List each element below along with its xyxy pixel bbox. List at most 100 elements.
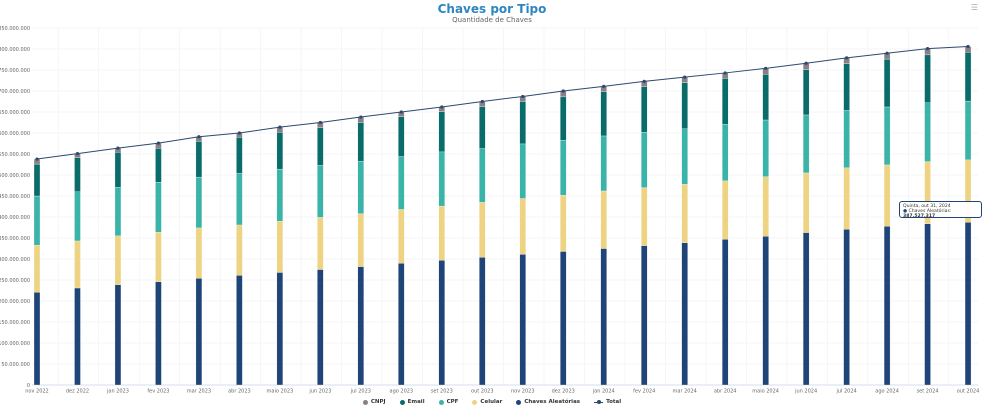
bar-chaves-aleat-rias [276,272,284,386]
tooltip: Quinta, out 31, 2024 ● Chaves Aleatórias… [899,201,982,219]
bar-email [74,157,81,192]
bar-celular [519,198,526,255]
legend-item-cnpj[interactable]: CNPJ [362,399,386,405]
bar-chaves-aleat-rias [924,223,931,386]
legend-item-total[interactable]: Total [594,399,621,405]
bar-email [276,132,284,170]
legend-item-email[interactable]: Email [399,399,425,405]
bar-email [155,147,162,183]
y-tick-label: 0 [27,383,30,389]
bar-cpf [600,135,607,192]
x-tick-label: jun 2024 [794,389,817,395]
bar-cpf [722,124,729,182]
bar-celular [802,172,810,233]
tooltip-value: 387.527.317 [903,214,936,219]
bar-chaves-aleat-rias [600,248,607,386]
x-tick-label: out 2024 [957,389,980,395]
bar-cpf [681,128,688,185]
bar-email [317,127,324,166]
total-point [116,146,120,150]
bar-email [802,69,810,116]
legend-symbol [399,399,405,405]
bar-email [519,101,526,145]
legend-label: CNPJ [370,399,386,405]
bar-email [762,74,769,121]
bar-chaves-aleat-rias [641,245,648,386]
x-tick-label: jul 2023 [350,389,371,395]
bar-chaves-aleat-rias [114,284,122,386]
bar-celular [883,164,891,227]
bar-cpf [317,165,324,218]
tooltip-date: Quinta, out 31, 2024 [903,204,951,209]
bar-chaves-aleat-rias [357,266,364,386]
bar-celular [438,205,445,261]
x-tick-label: abr 2023 [228,389,251,395]
x-tick-label: fev 2023 [147,389,169,395]
y-tick-label: 500.000.000 [0,173,30,179]
total-point [561,89,565,93]
bar-celular [276,221,284,273]
bar-cpf [479,148,486,203]
total-point [318,120,322,125]
legend-label: Email [407,399,425,405]
legend-item-cpf[interactable]: CPF [438,399,458,405]
y-tick-label: 550.000.000 [0,152,30,158]
bar-email [236,137,243,174]
x-tick-label: set 2024 [917,389,939,395]
x-tick-label: mar 2024 [673,389,697,395]
legend-symbol [516,399,522,405]
y-tick-label: 800.000.000 [0,47,30,53]
legend-label: Celular [480,399,503,405]
bar-cpf [195,176,203,229]
bar-celular [33,244,41,293]
x-tick-label: jul 2024 [835,389,856,395]
bar-chaves-aleat-rias [317,269,324,386]
bar-cpf [924,102,931,162]
y-tick-label: 650.000.000 [0,110,30,116]
bar-cpf [519,143,526,199]
total-point [35,157,39,161]
x-tick-label: dez 2023 [552,389,575,395]
total-point [966,44,970,49]
hamburger-icon[interactable]: ☰ [970,3,978,12]
bar-email [964,52,972,102]
y-tick-label: 300.000.000 [0,257,30,263]
y-tick-label: 450.000.000 [0,194,30,200]
bar-email [114,152,122,188]
bar-celular [722,180,729,240]
bar-celular [600,190,607,249]
bar-cpf [883,106,891,166]
bar-cpf [357,160,364,214]
bar-cpf [33,195,41,246]
y-tick-label: 750.000.000 [0,68,30,74]
y-tick-label: 850.000.000 [0,26,30,32]
bar-cpf [641,132,648,188]
bar-celular [114,235,122,285]
bar-email [438,111,445,153]
bar-cpf [438,151,445,207]
legend-item-chaves-aleat-rias[interactable]: Chaves Aleatórias [516,399,580,405]
x-tick-label: dez 2022 [66,389,89,395]
total-point [885,51,889,55]
y-tick-label: 400.000.000 [0,215,30,221]
bar-email [33,163,41,197]
bar-chaves-aleat-rias [236,275,243,386]
total-point [521,94,525,99]
bar-celular [479,202,486,258]
bar-cpf [236,173,243,226]
legend-symbol [438,399,444,405]
bar-email [883,58,891,108]
bar-email [195,141,203,178]
bar-celular [560,195,567,252]
legend-item-celular[interactable]: Celular [472,399,502,405]
bar-chaves-aleat-rias [438,260,445,386]
bar-celular [357,213,364,267]
bar-celular [195,227,203,279]
bar-chaves-aleat-rias [883,226,891,386]
tooltip-dot: ● [903,209,908,214]
bar-celular [641,187,648,246]
x-tick-label: abr 2024 [714,389,737,395]
bar-celular [236,224,243,276]
x-tick-label: set 2023 [431,389,453,395]
x-tick-label: maio 2024 [752,389,779,395]
